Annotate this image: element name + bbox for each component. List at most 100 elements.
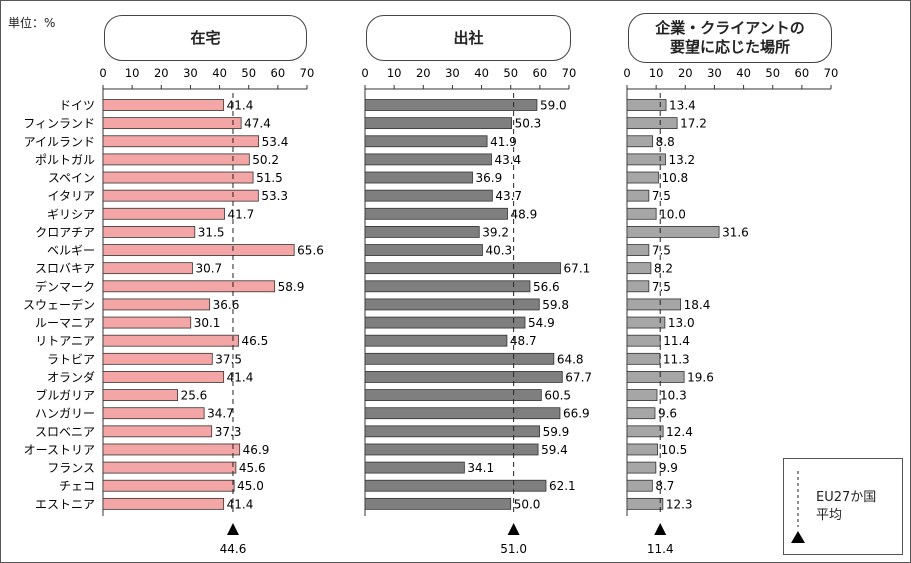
bar xyxy=(102,153,250,166)
data-label: 48.9 xyxy=(511,207,538,221)
x-tick-label: 20 xyxy=(154,66,169,80)
x-tick-label: 0 xyxy=(361,66,368,80)
data-label: 59.8 xyxy=(542,298,569,312)
data-label: 43.7 xyxy=(495,189,522,203)
data-label: 53.4 xyxy=(262,135,289,149)
data-label: 59.9 xyxy=(543,425,570,439)
panel-title-text: 在宅 xyxy=(190,28,221,47)
country-label: ドイツ xyxy=(59,99,95,113)
data-label: 41.7 xyxy=(228,207,255,221)
data-label: 10.5 xyxy=(661,443,688,457)
data-label: 65.6 xyxy=(297,244,324,258)
data-label: 12.3 xyxy=(666,497,693,511)
data-label: 39.2 xyxy=(482,225,509,239)
bar xyxy=(364,425,540,438)
bar xyxy=(626,443,659,456)
bar xyxy=(626,371,685,383)
data-label: 50.3 xyxy=(515,117,542,131)
bar xyxy=(102,371,225,383)
country-label: ルーマニア xyxy=(35,316,95,330)
country-label: チェコ xyxy=(59,479,95,493)
data-label: 17.2 xyxy=(680,117,707,131)
bar xyxy=(364,497,512,510)
bar xyxy=(626,334,661,347)
data-label: 41.4 xyxy=(227,497,254,511)
panel-title-telework: 在宅 xyxy=(104,15,307,61)
bar xyxy=(626,226,720,238)
country-label: フランス xyxy=(47,461,95,475)
panel-title-text: 企業・クライアントの 要望に応じた場所 xyxy=(655,19,805,56)
x-tick-label: 50 xyxy=(765,66,780,80)
x-tick-label: 50 xyxy=(241,66,256,80)
data-label: 41.4 xyxy=(227,370,254,384)
legend-marker xyxy=(791,471,805,543)
x-tick-label: 20 xyxy=(678,66,693,80)
bar xyxy=(626,189,650,202)
bar xyxy=(364,298,540,311)
bar xyxy=(626,262,652,275)
country-label: アイルランド xyxy=(24,135,95,149)
data-label: 36.9 xyxy=(476,171,503,185)
bar xyxy=(626,99,667,111)
data-label: 31.5 xyxy=(198,225,225,239)
bar xyxy=(626,171,659,184)
bar xyxy=(364,407,561,420)
data-label: 67.7 xyxy=(565,370,592,384)
bar xyxy=(102,99,225,111)
data-label: 13.0 xyxy=(668,316,695,330)
country-label: クロアチア xyxy=(35,225,95,239)
data-label: 34.1 xyxy=(467,461,494,475)
data-label: 19.6 xyxy=(687,370,714,384)
data-label: 10.3 xyxy=(660,389,687,403)
data-label: 59.4 xyxy=(541,443,568,457)
bar xyxy=(626,497,664,510)
country-label: スロベニア xyxy=(35,425,95,439)
panel-title-client-location: 企業・クライアントの 要望に応じた場所 xyxy=(628,13,832,63)
country-label: スペイン xyxy=(48,171,95,185)
bar xyxy=(626,153,666,166)
bar xyxy=(102,226,196,238)
bar xyxy=(102,407,205,420)
bar xyxy=(102,316,192,329)
data-label: 7.5 xyxy=(652,189,671,203)
data-label: 10.0 xyxy=(659,207,686,221)
x-tick-label: 40 xyxy=(212,66,227,80)
bar xyxy=(364,207,508,220)
bar xyxy=(626,461,657,474)
x-tick-label: 10 xyxy=(125,66,140,80)
x-tick-label: 40 xyxy=(474,66,489,80)
bar xyxy=(364,117,512,130)
bar xyxy=(102,497,225,510)
bar xyxy=(364,461,465,474)
x-tick-label: 10 xyxy=(649,66,664,80)
bar xyxy=(102,334,239,347)
bar xyxy=(102,117,242,130)
bar xyxy=(102,207,225,220)
bar xyxy=(364,244,483,256)
x-tick-label: 70 xyxy=(562,66,577,80)
bar xyxy=(626,389,658,401)
x-tick-label: 70 xyxy=(300,66,315,80)
data-label: 53.3 xyxy=(261,189,288,203)
bar xyxy=(364,189,493,202)
data-label: 41.4 xyxy=(227,99,254,113)
x-tick-label: 30 xyxy=(183,66,198,80)
data-label: 47.4 xyxy=(244,117,271,131)
data-label: 64.8 xyxy=(557,352,584,366)
data-label: 13.2 xyxy=(668,153,695,167)
eu-average-label: 44.6 xyxy=(220,542,247,556)
bar xyxy=(102,443,241,456)
bar xyxy=(102,479,235,492)
x-tick-label: 30 xyxy=(445,66,460,80)
eu-average-marker xyxy=(507,523,520,535)
data-label: 58.9 xyxy=(278,280,305,294)
bar xyxy=(364,135,488,148)
bar xyxy=(626,298,682,311)
bar xyxy=(364,334,508,347)
country-label: ギリシア xyxy=(47,207,95,221)
data-label: 25.6 xyxy=(181,389,208,403)
country-label: ハンガリー xyxy=(35,407,95,421)
data-label: 31.6 xyxy=(722,225,749,239)
x-tick-label: 60 xyxy=(533,66,548,80)
